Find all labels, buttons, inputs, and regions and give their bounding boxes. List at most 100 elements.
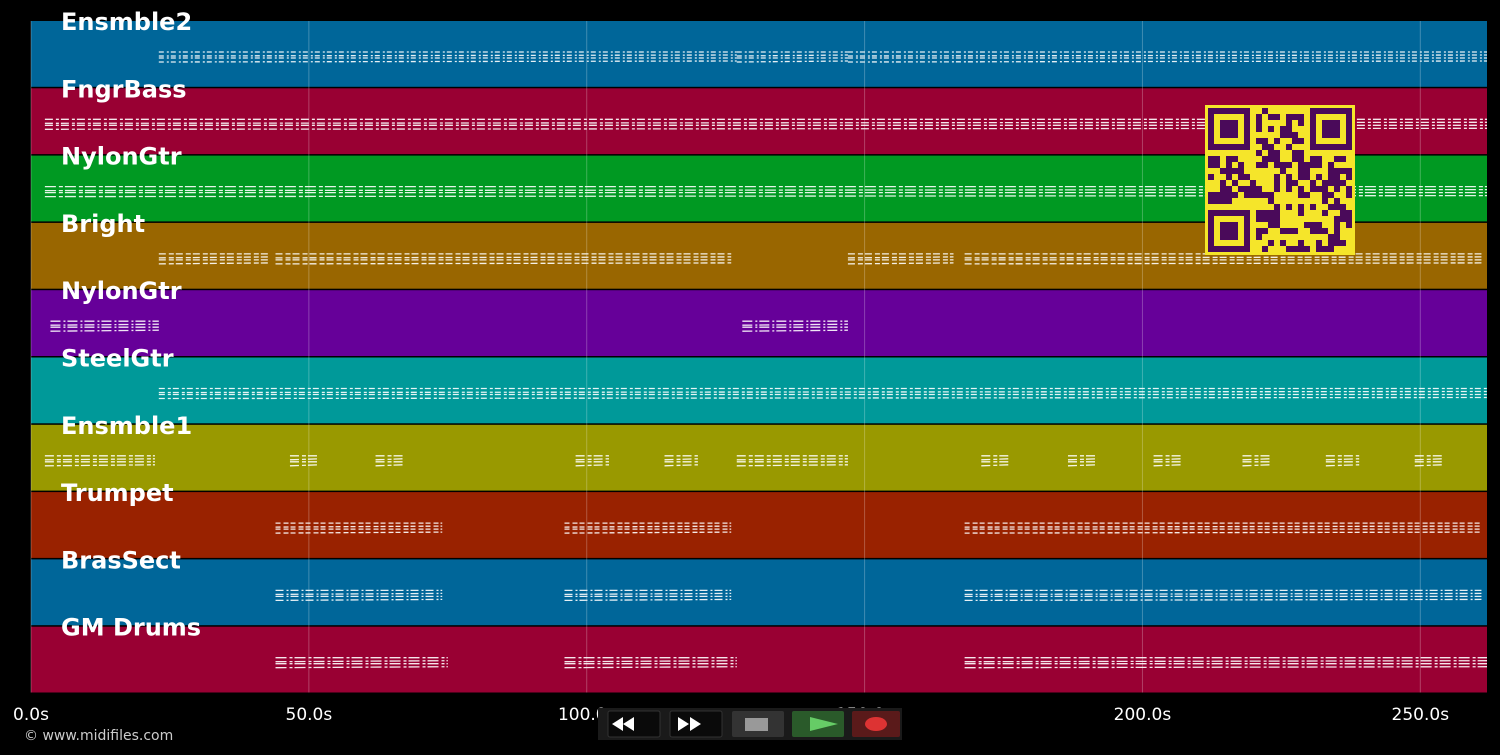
qr-module [1232,168,1238,174]
qr-module [1268,156,1274,162]
qr-module [1208,162,1214,168]
qr-module [1262,192,1268,198]
qr-module [1328,180,1334,186]
qr-module [1262,138,1268,144]
qr-module [1304,222,1310,228]
qr-module [1226,174,1232,180]
qr-module [1340,216,1346,222]
note-span [44,455,155,467]
qr-module [1226,198,1232,204]
qr-module [1268,216,1274,222]
qr-module [1340,180,1346,186]
qr-module [1226,192,1232,198]
qr-module [1274,138,1280,144]
qr-module [1328,192,1334,198]
qr-module [1328,204,1334,210]
note-span [1414,455,1443,467]
qr-module [1274,114,1280,120]
qr-module [1286,228,1292,234]
qr-module [1232,156,1238,162]
stop-button[interactable] [732,711,784,737]
qr-module [1286,180,1292,186]
fast-forward-button[interactable] [669,710,723,738]
qr-module [1334,222,1340,228]
qr-module [1310,204,1316,210]
stop-icon [745,718,768,731]
track-label: SteelGtr [61,345,174,373]
qr-module [1274,186,1280,192]
transport-controls [598,708,902,740]
qr-module [1298,210,1304,216]
qr-module [1334,204,1340,210]
note-span [275,253,732,265]
qr-module [1262,210,1268,216]
qr-module [1346,192,1352,198]
qr-module [1346,210,1352,216]
note-span [1067,455,1099,467]
track-band [31,559,1487,626]
note-span [1242,455,1271,467]
qr-module [1328,246,1334,252]
qr-finder [1322,120,1340,138]
qr-module [1220,168,1226,174]
play-icon [810,717,838,731]
qr-module [1316,186,1322,192]
qr-module [1346,168,1352,174]
record-button[interactable] [852,711,900,737]
qr-module [1238,162,1244,168]
qr-module [1334,228,1340,234]
qr-module [1292,114,1298,120]
qr-module [1214,156,1220,162]
qr-module [1262,246,1268,252]
qr-module [1334,168,1340,174]
qr-module [1334,216,1340,222]
qr-module [1310,156,1316,162]
qr-module [1268,150,1274,156]
qr-module [1280,240,1286,246]
rewind-button[interactable] [607,710,661,738]
qr-module [1304,246,1310,252]
qr-module [1286,144,1292,150]
track-label: Trumpet [61,479,174,507]
track-band [31,492,1487,558]
play-button[interactable] [792,711,844,737]
qr-module [1274,156,1280,162]
qr-module [1310,186,1316,192]
qr-module [1340,240,1346,246]
track-label: Bright [61,210,145,238]
qr-module [1262,144,1268,150]
qr-module [1292,150,1298,156]
qr-module [1256,192,1262,198]
note-span [564,522,732,534]
track-band [31,21,1487,87]
qr-module [1220,186,1226,192]
note-span [375,455,404,467]
qr-module [1280,126,1286,132]
qr-module [1274,180,1280,186]
qr-module [1298,162,1304,168]
track-band [31,357,1487,424]
qr-module [1268,222,1274,228]
qr-module [1298,138,1304,144]
qr-module [1316,222,1322,228]
note-span [964,657,1488,669]
qr-module [1256,126,1262,132]
note-span [289,455,319,467]
note-span [981,455,1010,467]
qr-module [1256,138,1262,144]
qr-module [1286,174,1292,180]
note-span [742,320,848,332]
qr-module [1268,192,1274,198]
qr-module [1334,240,1340,246]
qr-module [1244,186,1250,192]
qr-module [1316,228,1322,234]
qr-module [1280,162,1286,168]
qr-module [1268,126,1274,132]
qr-module [1214,192,1220,198]
track-label: GM Drums [61,614,201,642]
qr-module [1340,204,1346,210]
note-span [736,455,848,467]
qr-module [1292,228,1298,234]
qr-module [1298,186,1304,192]
